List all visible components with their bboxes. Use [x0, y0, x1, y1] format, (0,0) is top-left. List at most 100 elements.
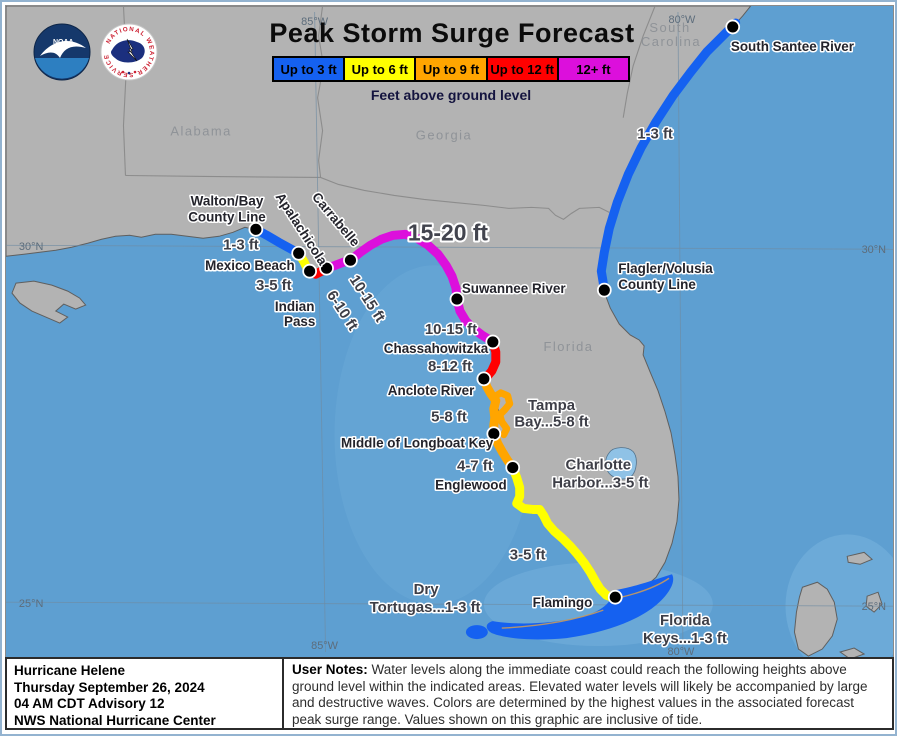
grid-label-25n-right: 25°N	[862, 601, 886, 613]
marker-chassahowitzka	[485, 334, 501, 350]
state-line-fl-north	[125, 174, 610, 220]
grid-label-30n-left: 30°N	[19, 241, 43, 253]
place-label-chassahowitzka: Chassahowitzka	[384, 341, 489, 356]
legend-item-up-to-12ft: Up to 12 ft	[485, 56, 559, 82]
bahamas-island-small-1	[846, 551, 874, 565]
marker-south-santee-river	[725, 19, 741, 35]
advisory-number: 04 AM CDT Advisory 12	[14, 696, 165, 711]
surge-segment-southwest-3-5ft	[508, 463, 620, 602]
place-label-flagler-line2: County Line	[618, 277, 696, 292]
marker-walton-bay	[248, 221, 264, 237]
place-label-walton-bay-line2: County Line	[188, 209, 266, 224]
surge-area-florida-keys-1-3ft	[486, 574, 674, 640]
value-label-dry-tortugas-line2: Tortugas...1-3 ft	[370, 599, 481, 616]
surge-segment-tampa-bay-trace	[489, 389, 514, 439]
legend-item-up-to-6ft: Up to 6 ft	[343, 56, 417, 82]
place-label-anclote: Anclote River	[388, 383, 475, 398]
place-label-flagler-line1: Flagler/Volusia	[618, 261, 713, 276]
value-label-tampa-bay-line2: Bay...5-8 ft	[514, 414, 588, 431]
place-label-longboat: Middle of Longboat Key	[341, 436, 494, 451]
value-label-charlotte-line1: Charlotte	[566, 457, 632, 474]
marker-carrabelle	[343, 252, 358, 268]
value-label-panhandle-3-5ft: 3-5 ft	[256, 277, 292, 294]
gridline-80w	[677, 11, 684, 655]
storm-name: Hurricane Helene	[14, 663, 126, 678]
value-label-15-20ft: 15-20 ft	[408, 219, 489, 245]
value-label-sw-3-5ft: 3-5 ft	[510, 546, 546, 563]
mississippi-delta	[11, 280, 87, 324]
gridline-30n	[6, 244, 893, 250]
legend-subtitle: Feet above ground level	[370, 87, 532, 103]
gridline-85w	[314, 11, 327, 653]
value-label-10-15ft: 10-15 ft	[425, 321, 477, 338]
place-label-south-santee: South Santee River	[731, 39, 855, 54]
state-label-florida: Florida	[543, 339, 593, 354]
page-title: Peak Storm Surge Forecast	[269, 18, 635, 48]
state-line-al-ga	[317, 6, 325, 178]
legend-item-12plus-ft: 12+ ft	[556, 56, 631, 82]
place-label-englewood: Englewood	[435, 478, 507, 493]
bahamas-island-andros	[793, 581, 838, 657]
value-label-5-8ft: 5-8 ft	[431, 409, 467, 426]
state-label-alabama: Alabama	[170, 124, 231, 139]
lake-okeechobee	[605, 447, 637, 480]
value-label-8-12ft: 8-12 ft	[428, 358, 472, 375]
value-label-east-1-3ft: 1-3 ft	[637, 126, 673, 143]
marker-longboat-key	[486, 426, 502, 442]
legend-item-up-to-9ft: Up to 9 ft	[414, 56, 488, 82]
info-panel: Hurricane Helene Thursday September 26, …	[5, 657, 894, 730]
state-line-ga-sc	[622, 6, 656, 118]
gridline-25n	[6, 601, 893, 607]
user-notes-text: Water levels along the immediate coast c…	[292, 662, 868, 727]
noaa-logo: NOAA	[33, 23, 91, 81]
bahamas-island-small-3	[839, 647, 866, 660]
surge-area-dry-tortugas-1-3ft	[465, 625, 488, 640]
state-label-georgia: Georgia	[416, 128, 472, 143]
noaa-logo-text: NOAA	[53, 39, 74, 46]
place-label-indian-pass-line2: Pass	[284, 314, 315, 329]
state-label-south-carolina-line1: South	[649, 20, 690, 35]
surge-segment-east-coast-1-3ft	[596, 18, 741, 295]
user-notes-label: User Notes:	[292, 662, 368, 677]
legend-item-up-to-3ft: Up to 3 ft	[272, 56, 346, 82]
place-label-flamingo: Flamingo	[533, 595, 593, 610]
place-label-mexico-beach: Mexico Beach	[205, 258, 295, 273]
marker-indian-pass	[302, 263, 317, 279]
user-notes: User Notes: Water levels along the immed…	[284, 659, 892, 728]
marker-apalachicola	[319, 260, 334, 276]
value-label-panhandle-1-3ft: 1-3 ft	[223, 236, 259, 253]
advisory-info: Hurricane Helene Thursday September 26, …	[7, 659, 284, 728]
surge-segment-tampa-5-8ft	[479, 374, 518, 473]
bahamas-island-small-2	[865, 591, 883, 613]
grid-label-80w-top: 80°W	[669, 14, 697, 26]
value-label-keys-line1: Florida	[660, 612, 710, 629]
value-label-charlotte-line2: Harbor...3-5 ft	[552, 475, 648, 492]
nws-logo: NATIONAL WEATHER SERVICE	[100, 23, 158, 81]
value-label-4-7ft: 4-7 ft	[457, 458, 493, 475]
place-label-suwannee: Suwannee River	[462, 281, 567, 296]
grid-label-80w-bottom: 80°W	[668, 646, 696, 658]
marker-mexico-beach	[291, 245, 307, 261]
place-label-walton-bay-line1: Walton/Bay	[191, 193, 264, 208]
grid-label-85w-top: 85°W	[301, 16, 329, 28]
advisory-date: Thursday September 26, 2024	[14, 679, 205, 695]
gulf-shelf-shading	[334, 265, 534, 605]
value-label-dry-tortugas-line1: Dry	[414, 581, 440, 598]
surge-legend: Up to 3 ft Up to 6 ft Up to 9 ft Up to 1…	[272, 56, 631, 82]
florida-keys-chain	[501, 577, 670, 629]
grid-label-85w-bottom: 85°W	[311, 640, 339, 652]
surge-forecast-map: 85°W 80°W 85°W 80°W 30°N 30°N 25°N 25°N …	[5, 5, 894, 661]
grid-label-30n-right: 30°N	[862, 244, 886, 256]
place-label-indian-pass-line1: Indian	[275, 299, 315, 314]
marker-anclote-river	[476, 371, 492, 387]
grid-label-25n-left: 25°N	[19, 598, 43, 610]
marker-englewood	[505, 460, 521, 475]
marker-suwannee-river	[449, 291, 465, 307]
value-label-keys-line2: Keys...1-3 ft	[643, 630, 727, 647]
state-label-south-carolina-line2: Carolina	[641, 34, 701, 49]
agency-name: NWS National Hurricane Center	[14, 712, 216, 728]
value-label-tampa-bay-line1: Tampa	[528, 397, 576, 414]
marker-flagler-volusia	[596, 282, 612, 298]
marker-flamingo	[607, 589, 623, 605]
